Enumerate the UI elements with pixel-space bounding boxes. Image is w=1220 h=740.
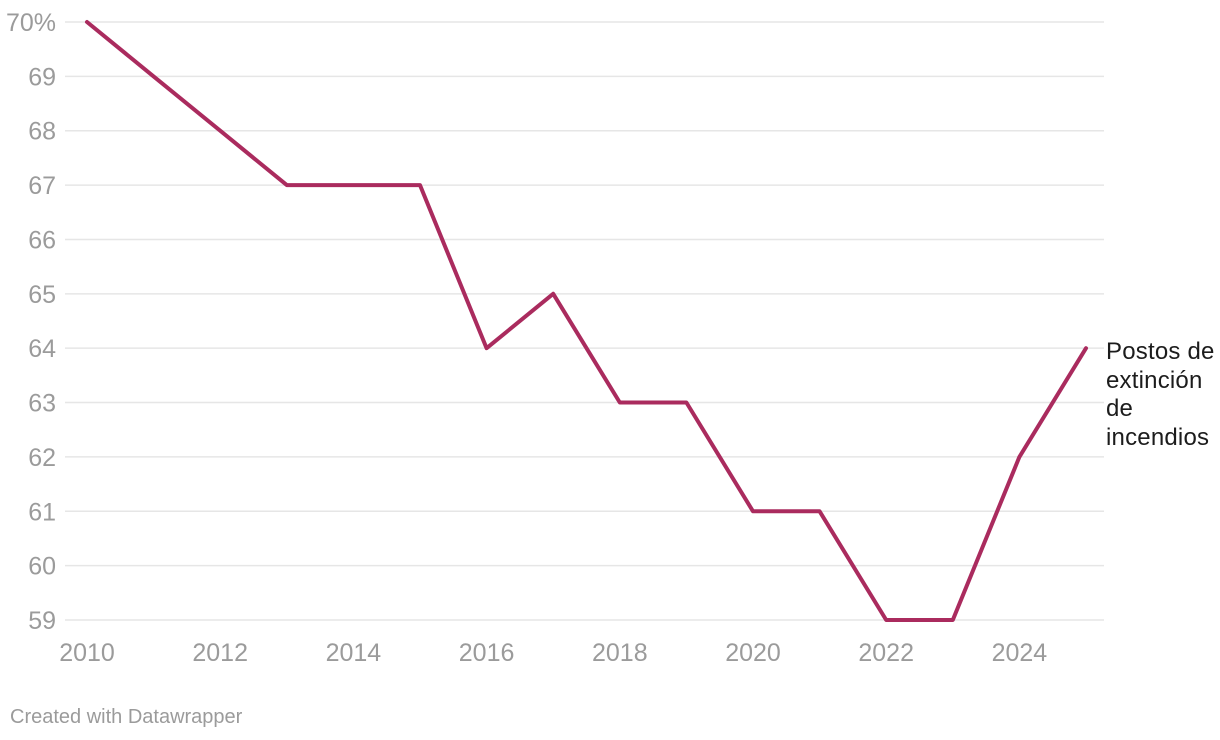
x-axis-tick-label: 2020 <box>725 639 781 667</box>
y-axis-tick-label: 68 <box>28 118 56 146</box>
x-axis-tick-label: 2022 <box>858 639 914 667</box>
y-axis-tick-label: 63 <box>28 390 56 418</box>
y-axis-tick-label: 66 <box>28 226 56 254</box>
x-axis-tick-label: 2012 <box>192 639 248 667</box>
x-axis-tick-label: 2018 <box>592 639 648 667</box>
y-axis-tick-label: 65 <box>28 281 56 309</box>
y-axis-tick-label: 70% <box>6 9 56 37</box>
y-axis-tick-label: 64 <box>28 335 56 363</box>
datawrapper-credit: Created with Datawrapper <box>10 706 243 728</box>
y-axis-tick-label: 59 <box>28 607 56 635</box>
x-axis-tick-label: 2014 <box>326 639 382 667</box>
y-axis-tick-label: 67 <box>28 172 56 200</box>
x-axis-tick-label: 2016 <box>459 639 515 667</box>
y-axis-tick-label: 60 <box>28 553 56 581</box>
x-axis-tick-label: 2024 <box>992 639 1048 667</box>
y-axis-tick-label: 69 <box>28 63 56 91</box>
x-axis-tick-label: 2010 <box>59 639 115 667</box>
y-axis-tick-label: 61 <box>28 498 56 526</box>
y-axis-tick-label: 62 <box>28 444 56 472</box>
series-end-label: Postos de extinción de incendios <box>1106 338 1215 451</box>
data-line-postos-de-extincion-de-incendios <box>85 20 1088 622</box>
